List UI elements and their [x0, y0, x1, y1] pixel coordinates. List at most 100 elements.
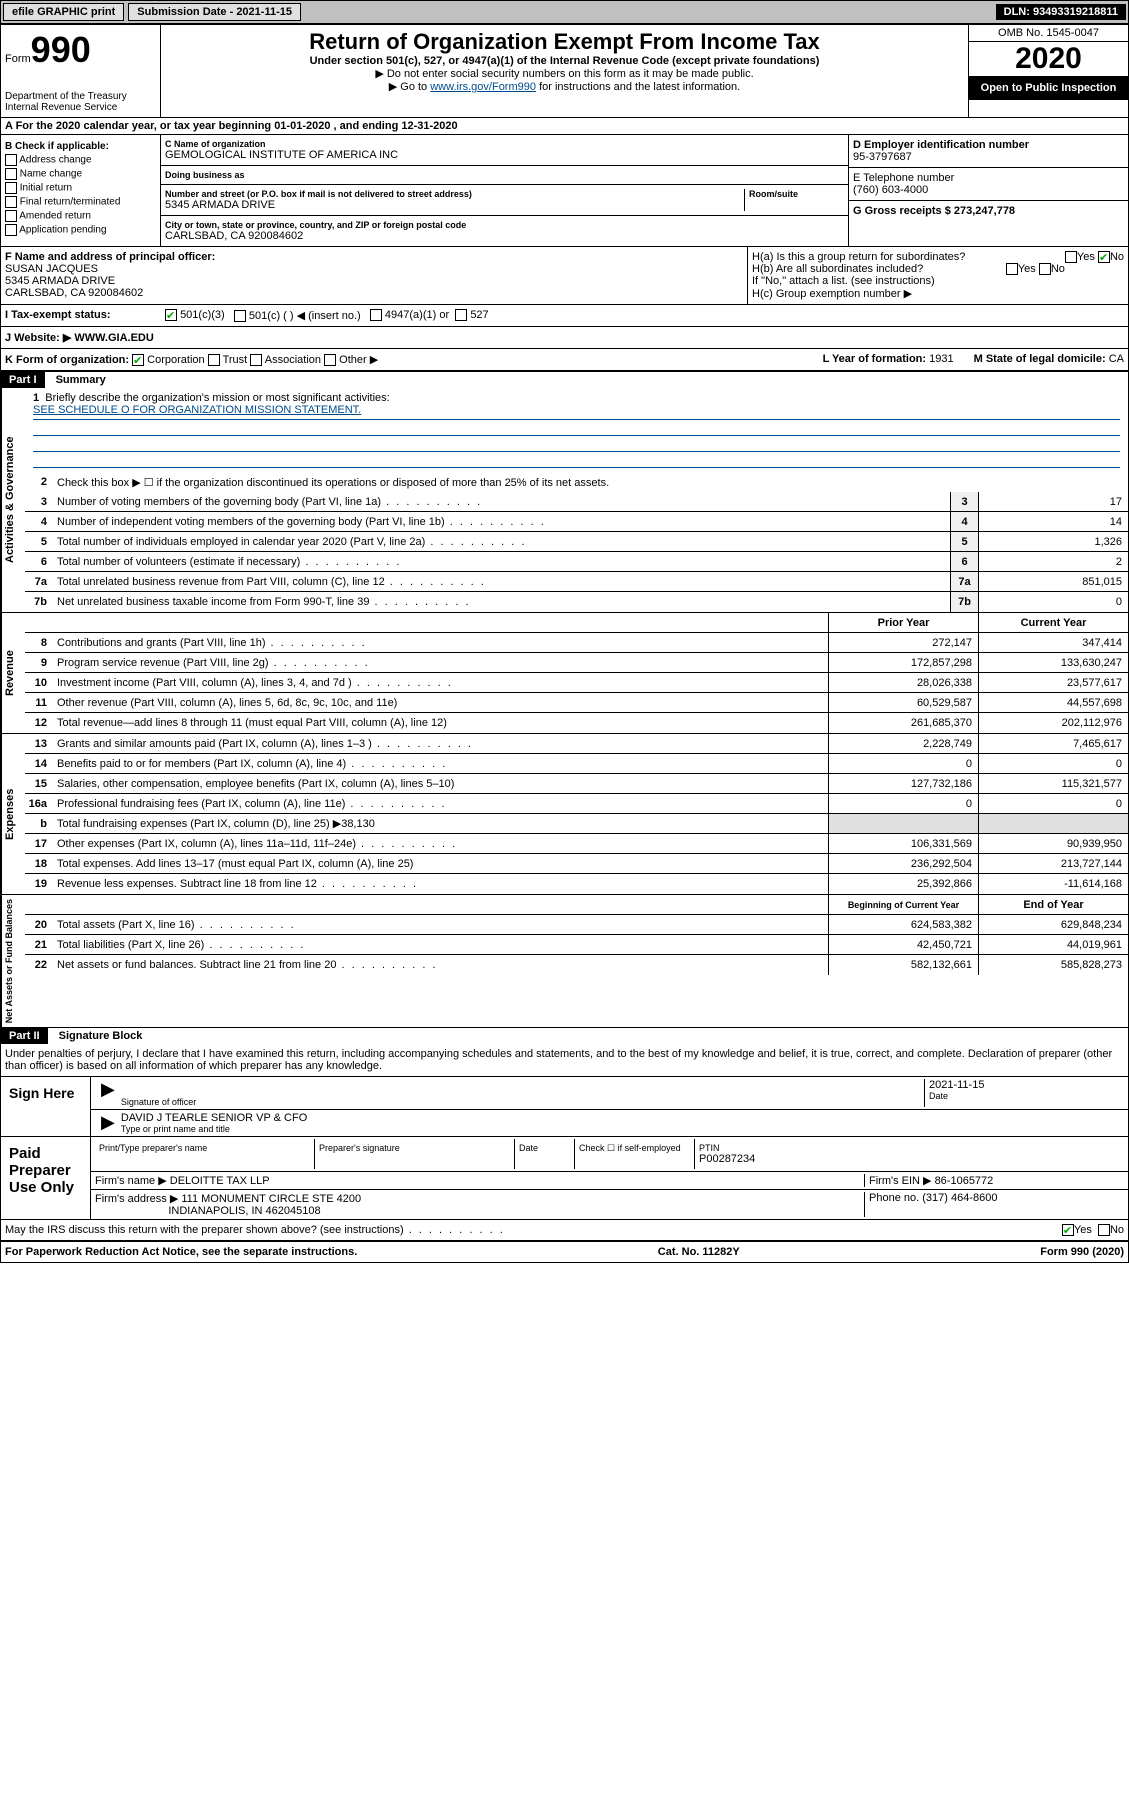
omb-number: OMB No. 1545-0047 — [969, 25, 1128, 42]
line20-end: 629,848,234 — [978, 915, 1128, 934]
subtitle-3: ▶ Go to www.irs.gov/Form990 for instruct… — [165, 80, 964, 93]
line9-prior: 172,857,298 — [828, 653, 978, 672]
line22-end: 585,828,273 — [978, 955, 1128, 975]
cb-527[interactable]: 527 — [455, 309, 488, 322]
ptin: P00287234 — [699, 1153, 1120, 1165]
line10-curr: 23,577,617 — [978, 673, 1128, 692]
cb-discuss-no[interactable] — [1098, 1224, 1110, 1236]
line16a-curr: 0 — [978, 794, 1128, 813]
line20-begin: 624,583,382 — [828, 915, 978, 934]
section-fgh: F Name and address of principal officer:… — [1, 247, 1128, 305]
telephone: (760) 603-4000 — [853, 184, 1124, 196]
firm-addr2: INDIANAPOLIS, IN 462045108 — [168, 1205, 320, 1217]
cb-application-pending[interactable]: Application pending — [5, 224, 156, 236]
form-footer: For Paperwork Reduction Act Notice, see … — [1, 1242, 1128, 1262]
firm-addr1: 111 MONUMENT CIRCLE STE 4200 — [181, 1193, 361, 1205]
firm-name: DELOITTE TAX LLP — [170, 1175, 270, 1187]
officer-signed-name: DAVID J TEARLE SENIOR VP & CFO — [121, 1112, 1124, 1124]
firm-phone: (317) 464-8600 — [922, 1192, 997, 1204]
sign-here-section: Sign Here ▶ Signature of officer 2021-11… — [1, 1077, 1128, 1137]
line12-curr: 202,112,976 — [978, 713, 1128, 733]
arrow-icon: ▶ — [95, 1079, 121, 1107]
year-formation: 1931 — [929, 353, 953, 365]
subtitle-2: ▶ Do not enter social security numbers o… — [165, 67, 964, 80]
part2-header: Part II Signature Block — [1, 1028, 1128, 1044]
cb-discuss-yes[interactable] — [1062, 1224, 1074, 1236]
cb-amended-return[interactable]: Amended return — [5, 210, 156, 222]
line13-prior: 2,228,749 — [828, 734, 978, 753]
efile-button[interactable]: efile GRAPHIC print — [3, 3, 124, 21]
mission-statement: SEE SCHEDULE O FOR ORGANIZATION MISSION … — [33, 404, 1120, 420]
arrow-icon: ▶ — [95, 1112, 121, 1134]
line4-val: 14 — [978, 512, 1128, 531]
form-container: Form 990 Department of the Treasury Inte… — [0, 24, 1129, 1263]
line5-val: 1,326 — [978, 532, 1128, 551]
line11-prior: 60,529,587 — [828, 693, 978, 712]
line12-prior: 261,685,370 — [828, 713, 978, 733]
line3-val: 17 — [978, 492, 1128, 511]
row-a-tax-year: A For the 2020 calendar year, or tax yea… — [1, 118, 1128, 135]
section-bcd: B Check if applicable: Address change Na… — [1, 135, 1128, 247]
line11-curr: 44,557,698 — [978, 693, 1128, 712]
governance-label: Activities & Governance — [1, 388, 25, 612]
cb-501c[interactable]: 501(c) ( ) ◀ (insert no.) — [234, 309, 361, 322]
form-number: Form 990 — [5, 29, 156, 71]
governance-section: Activities & Governance 1 Briefly descri… — [1, 388, 1128, 613]
line19-prior: 25,392,866 — [828, 874, 978, 894]
part1-header: Part I Summary — [1, 372, 1128, 388]
h-c: H(c) Group exemption number ▶ — [752, 287, 1124, 300]
col-c-org-info: C Name of organization GEMOLOGICAL INSTI… — [161, 135, 848, 246]
top-toolbar: efile GRAPHIC print Submission Date - 20… — [0, 0, 1129, 24]
line16a-prior: 0 — [828, 794, 978, 813]
line15-prior: 127,732,186 — [828, 774, 978, 793]
discuss-row: May the IRS discuss this return with the… — [1, 1220, 1128, 1242]
dept-label: Department of the Treasury Internal Reve… — [5, 91, 156, 113]
submission-date-button[interactable]: Submission Date - 2021-11-15 — [128, 3, 301, 21]
city-state-zip: CARLSBAD, CA 920084602 — [165, 230, 844, 242]
gross-receipts: G Gross receipts $ 273,247,778 — [853, 205, 1124, 217]
line14-prior: 0 — [828, 754, 978, 773]
h-a: H(a) Is this a group return for subordin… — [752, 251, 1124, 263]
perjury-statement: Under penalties of perjury, I declare th… — [1, 1044, 1128, 1077]
public-inspection: Open to Public Inspection — [969, 76, 1128, 100]
row-i-tax-status: I Tax-exempt status: 501(c)(3) 501(c) ( … — [1, 305, 1128, 327]
line9-curr: 133,630,247 — [978, 653, 1128, 672]
street-address: 5345 ARMADA DRIVE — [165, 199, 744, 211]
expenses-section: Expenses 13Grants and similar amounts pa… — [1, 734, 1128, 895]
revenue-label: Revenue — [1, 613, 25, 733]
line14-curr: 0 — [978, 754, 1128, 773]
form-title: Return of Organization Exempt From Incom… — [165, 29, 964, 55]
irs-link[interactable]: www.irs.gov/Form990 — [430, 81, 536, 93]
officer-addr1: 5345 ARMADA DRIVE — [5, 275, 743, 287]
cb-501c3[interactable]: 501(c)(3) — [165, 309, 225, 322]
org-name: GEMOLOGICAL INSTITUTE OF AMERICA INC — [165, 149, 844, 161]
revenue-section: Revenue Prior YearCurrent Year 8Contribu… — [1, 613, 1128, 734]
state-domicile: CA — [1109, 353, 1124, 365]
line17-curr: 90,939,950 — [978, 834, 1128, 853]
line8-curr: 347,414 — [978, 633, 1128, 652]
form-header: Form 990 Department of the Treasury Inte… — [1, 25, 1128, 118]
line7a-val: 851,015 — [978, 572, 1128, 591]
paid-preparer-section: Paid Preparer Use Only Print/Type prepar… — [1, 1137, 1128, 1220]
line18-curr: 213,727,144 — [978, 854, 1128, 873]
cb-final-return[interactable]: Final return/terminated — [5, 196, 156, 208]
row-j-website: J Website: ▶ WWW.GIA.EDU — [1, 327, 1128, 349]
h-b: H(b) Are all subordinates included? Yes … — [752, 263, 1124, 275]
line6-val: 2 — [978, 552, 1128, 571]
ein: 95-3797687 — [853, 151, 1124, 163]
officer-addr2: CARLSBAD, CA 920084602 — [5, 287, 743, 299]
col-b-checkboxes: B Check if applicable: Address change Na… — [1, 135, 161, 246]
cb-name-change[interactable]: Name change — [5, 168, 156, 180]
line21-end: 44,019,961 — [978, 935, 1128, 954]
line8-prior: 272,147 — [828, 633, 978, 652]
row-klm: K Form of organization: Corporation Trus… — [1, 349, 1128, 372]
officer-name: SUSAN JACQUES — [5, 263, 743, 275]
col-d-ein-tel: D Employer identification number 95-3797… — [848, 135, 1128, 246]
cb-address-change[interactable]: Address change — [5, 154, 156, 166]
line13-curr: 7,465,617 — [978, 734, 1128, 753]
expenses-label: Expenses — [1, 734, 25, 894]
cb-initial-return[interactable]: Initial return — [5, 182, 156, 194]
line7b-val: 0 — [978, 592, 1128, 612]
line17-prior: 106,331,569 — [828, 834, 978, 853]
cb-4947[interactable]: 4947(a)(1) or — [370, 309, 449, 322]
